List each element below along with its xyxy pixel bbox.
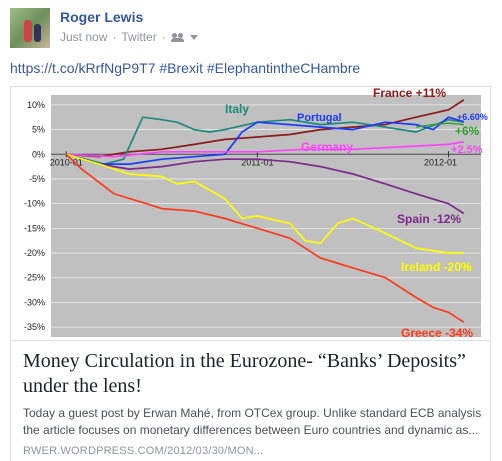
series-line-germany: [66, 141, 464, 158]
series-line-spain: [66, 153, 465, 215]
post-time[interactable]: Just now: [60, 30, 108, 44]
post-link[interactable]: https://t.co/kRrfNgP9T7: [10, 60, 156, 76]
link-preview-body[interactable]: Money Circulation in the Eurozone- “Bank…: [11, 340, 490, 457]
avatar[interactable]: [10, 8, 50, 48]
series-label-greece: Greece -34%: [401, 326, 473, 340]
y-tick-label: -20%: [24, 248, 45, 258]
y-tick-label: 0%: [32, 149, 45, 159]
series-line-portugal: [66, 116, 465, 165]
series-label-france: France +11%: [373, 87, 446, 100]
portugal-end-label: +6.60%: [457, 112, 488, 122]
link-description: Today a guest post by Erwan Mahé, from O…: [23, 406, 482, 437]
y-tick-label: -5%: [29, 174, 45, 184]
series-line-extra: [415, 122, 464, 128]
avatar-figure: [24, 20, 32, 42]
line-chart: 10% 5% 0% -5% -10% -15% -20% -25% -30% -35% 2010-0…: [24, 86, 488, 340]
link-domain: RWER.WORDPRESS.COM/2012/03/30/MON...: [23, 445, 264, 457]
x-tick-label: 2011-01: [241, 157, 273, 167]
y-tick-label: -10%: [24, 199, 45, 209]
y-tick-label: -35%: [24, 322, 45, 332]
link-preview-card[interactable]: 10% 5% 0% -5% -10% -15% -20% -25% -30% -35% 2010-0…: [10, 86, 491, 461]
germany-end-label: +2.5%: [451, 144, 483, 156]
post-hashtags[interactable]: #Brexit #ElephantintheCHambre: [155, 60, 361, 76]
post-text: https://t.co/kRrfNgP9T7 #Brexit #Elephan…: [10, 60, 360, 76]
y-tick-label: -15%: [24, 223, 45, 233]
y-tick-label: -30%: [24, 297, 45, 307]
post-meta: Just now · Twitter ·: [60, 30, 198, 44]
meta-separator: ·: [161, 30, 166, 44]
series-line-france: [66, 99, 465, 158]
author-name[interactable]: Roger Lewis: [60, 9, 144, 25]
x-tick-label: 2010-01: [50, 157, 83, 167]
chevron-down-icon[interactable]: [189, 34, 198, 40]
avatar-figure: [34, 24, 41, 42]
series-label-extra: +6%: [455, 124, 480, 138]
post-source[interactable]: Twitter: [121, 30, 157, 44]
x-tick-label: 2012-01: [424, 157, 457, 167]
meta-separator: ·: [112, 30, 117, 44]
link-headline[interactable]: Money Circulation in the Eurozone- “Bank…: [23, 350, 466, 397]
series-label-germany: Germany: [301, 140, 353, 154]
y-tick-label: -25%: [24, 273, 45, 283]
y-tick-label: 10%: [27, 100, 45, 110]
link-preview-image[interactable]: 10% 5% 0% -5% -10% -15% -20% -25% -30% -35% 2010-0…: [11, 86, 490, 340]
series-line-greece: [65, 153, 465, 323]
series-line-italy: [66, 116, 464, 165]
series-label-spain: Spain -12%: [397, 212, 461, 226]
audience-friends-icon[interactable]: [170, 32, 185, 42]
y-tick-label: 5%: [32, 125, 45, 135]
series-label-portugal: Portugal: [297, 112, 342, 124]
series-label-ireland: Ireland -20%: [401, 260, 472, 274]
series-line-ireland: [66, 153, 464, 254]
plot-area: [51, 95, 481, 337]
series-label-italy: Italy: [225, 102, 249, 116]
